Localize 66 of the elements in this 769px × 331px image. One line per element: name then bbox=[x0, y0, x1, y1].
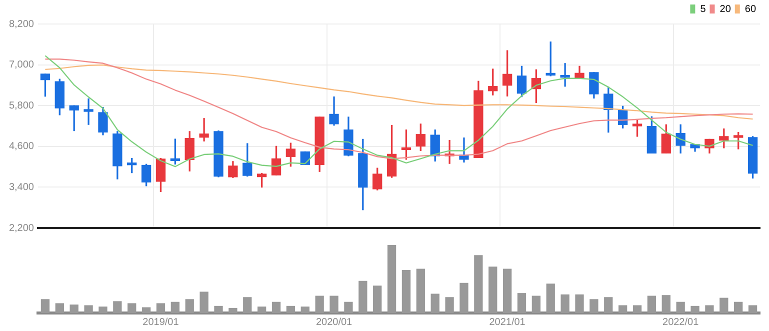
bar bbox=[257, 306, 266, 313]
bar bbox=[430, 294, 440, 313]
y-tick-label: 5,800 bbox=[8, 100, 34, 112]
bar bbox=[546, 284, 555, 313]
bar bbox=[387, 245, 396, 313]
bar bbox=[460, 282, 468, 313]
bar bbox=[402, 270, 411, 313]
bar bbox=[720, 298, 728, 313]
bar bbox=[748, 305, 758, 313]
bar bbox=[272, 302, 281, 313]
bar bbox=[662, 295, 670, 313]
x-tick-label: 2019/01 bbox=[142, 316, 180, 328]
bar bbox=[156, 303, 166, 313]
x-tick-label: 2020/01 bbox=[316, 316, 353, 328]
bar bbox=[734, 302, 743, 313]
bar bbox=[214, 306, 223, 313]
legend-label: 5 bbox=[700, 4, 706, 15]
bar bbox=[243, 297, 252, 313]
bar bbox=[70, 304, 78, 313]
bar bbox=[185, 299, 194, 313]
bar bbox=[170, 302, 180, 313]
y-tick-label: 2,200 bbox=[8, 222, 34, 234]
legend-label: 60 bbox=[744, 4, 756, 15]
candlestick bbox=[84, 98, 94, 125]
y-tick-label: 7,000 bbox=[8, 60, 34, 71]
bar bbox=[416, 268, 425, 313]
bar bbox=[618, 305, 628, 313]
bar bbox=[690, 306, 700, 313]
bar bbox=[286, 306, 296, 313]
bar bbox=[84, 305, 93, 313]
bar bbox=[330, 296, 338, 313]
bar bbox=[502, 268, 512, 313]
bar bbox=[474, 255, 483, 313]
bar bbox=[560, 294, 570, 313]
bar bbox=[575, 294, 584, 313]
bar bbox=[300, 306, 310, 313]
bar bbox=[142, 307, 151, 313]
y-tick-label: 3,400 bbox=[8, 182, 34, 193]
bar bbox=[676, 302, 685, 313]
candlestick bbox=[560, 63, 570, 87]
bar bbox=[128, 303, 136, 313]
bar bbox=[200, 292, 208, 313]
bar bbox=[604, 297, 613, 313]
bar bbox=[705, 305, 714, 313]
bar bbox=[98, 306, 108, 313]
bar bbox=[344, 302, 353, 313]
candlestick bbox=[199, 118, 209, 142]
bar bbox=[488, 266, 498, 313]
bar bbox=[517, 293, 526, 313]
bar bbox=[373, 286, 382, 313]
bar bbox=[228, 308, 238, 313]
y-tick-label: 4,600 bbox=[8, 141, 34, 152]
bar bbox=[358, 280, 368, 313]
bar bbox=[532, 296, 541, 313]
bar bbox=[55, 303, 64, 313]
x-tick-label: 2022/01 bbox=[662, 316, 700, 328]
bar bbox=[113, 301, 122, 313]
bar bbox=[590, 299, 598, 313]
bar bbox=[40, 299, 50, 313]
bar bbox=[647, 296, 656, 313]
bar bbox=[445, 297, 454, 313]
bar bbox=[632, 305, 642, 313]
x-tick-label: 2021/01 bbox=[489, 316, 526, 328]
legend-label: 20 bbox=[720, 4, 732, 15]
bar bbox=[315, 296, 324, 313]
y-tick-label: 8,200 bbox=[8, 18, 34, 30]
